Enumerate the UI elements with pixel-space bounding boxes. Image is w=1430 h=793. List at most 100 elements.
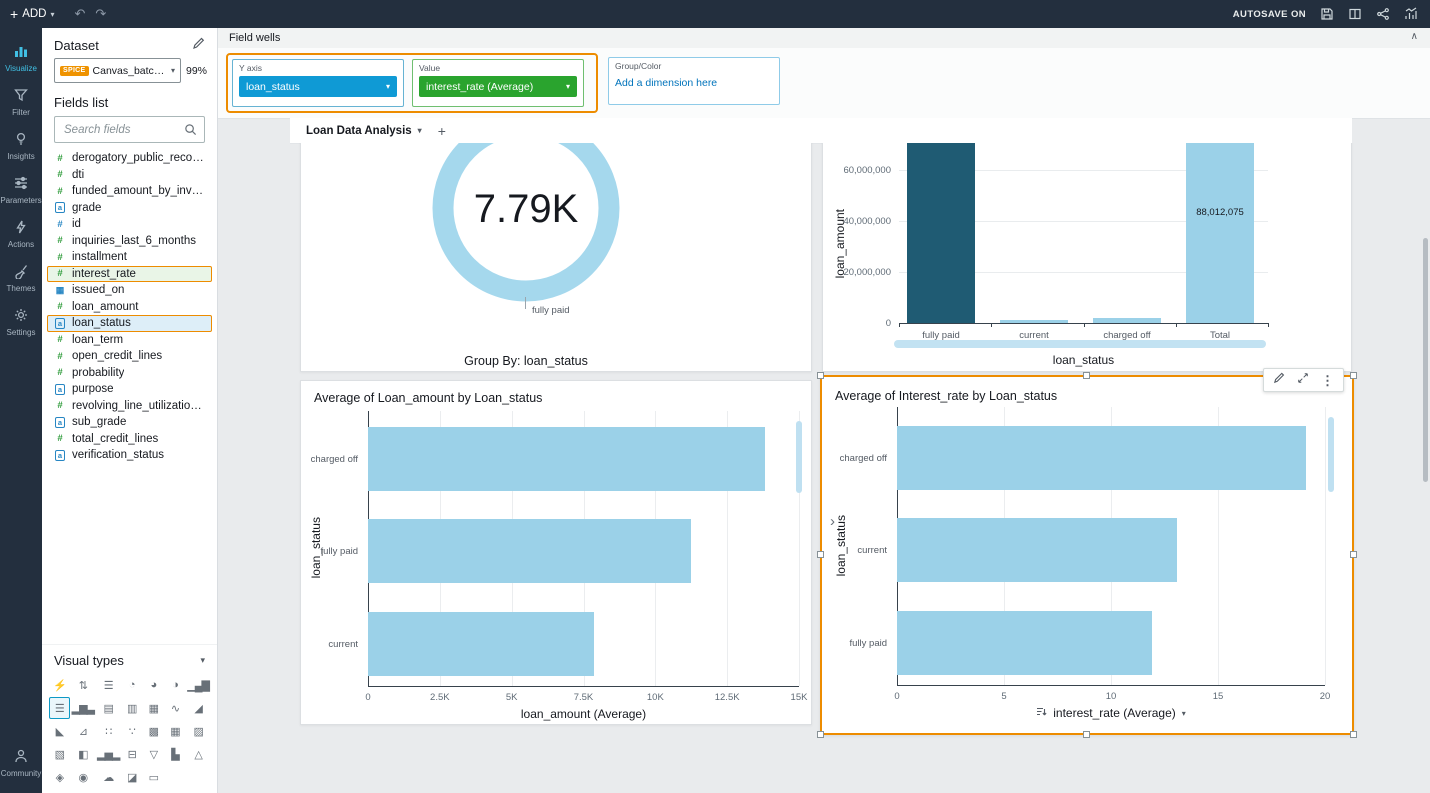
visual-type-icon[interactable]: ▧ xyxy=(49,743,70,765)
visual-type-icon[interactable]: ☰ xyxy=(49,697,70,719)
value-well[interactable]: Value interest_rate (Average) ▾ xyxy=(412,59,584,107)
undo-button[interactable]: ↶ xyxy=(74,6,86,21)
resize-handle[interactable] xyxy=(1083,372,1090,379)
field-item[interactable]: verification_status xyxy=(47,447,212,464)
bar-fully-paid[interactable] xyxy=(368,519,692,583)
resize-handle[interactable] xyxy=(1350,551,1357,558)
bar-fully-paid[interactable] xyxy=(907,143,975,323)
field-item[interactable]: loan_term xyxy=(47,332,212,349)
field-item[interactable]: id xyxy=(47,216,212,233)
bar-charged-off[interactable] xyxy=(368,427,765,491)
maximize-icon[interactable] xyxy=(1297,371,1309,389)
redo-button[interactable]: ↷ xyxy=(95,6,107,21)
bar-charged-off[interactable] xyxy=(897,426,1306,490)
field-item[interactable]: grade xyxy=(47,200,212,217)
chevron-down-icon[interactable]: ▾ xyxy=(417,126,422,135)
group-color-well[interactable]: Group/Color Add a dimension here xyxy=(608,57,780,105)
vertical-scrollbar[interactable] xyxy=(1423,238,1428,482)
edit-dataset-pencil-icon[interactable] xyxy=(192,37,205,53)
y-axis-zoom-scrollbar[interactable] xyxy=(796,421,802,493)
bar-charged-off[interactable] xyxy=(1093,318,1161,323)
field-item[interactable]: revolving_line_utilization_rate xyxy=(47,398,212,415)
resize-handle[interactable] xyxy=(817,731,824,738)
field-item[interactable]: open_credit_lines xyxy=(47,348,212,365)
search-fields-input[interactable] xyxy=(62,122,184,137)
visual-type-icon[interactable]: ▁▄▇ xyxy=(186,674,210,696)
bar-Total[interactable] xyxy=(1186,143,1254,323)
visual-type-icon[interactable]: ∵ xyxy=(121,720,142,742)
visual-type-icon[interactable]: ◣ xyxy=(49,720,70,742)
visual-type-icon[interactable]: ▦ xyxy=(165,720,186,742)
visual-type-icon[interactable]: ☰ xyxy=(96,674,120,696)
field-item[interactable]: inquiries_last_6_months xyxy=(47,233,212,250)
bar-current[interactable] xyxy=(368,612,594,676)
field-item[interactable]: probability xyxy=(47,365,212,382)
visual-type-icon[interactable]: ▦ xyxy=(143,697,164,719)
chevron-down-icon[interactable]: ▾ xyxy=(1181,708,1186,718)
tab-loan-data-analysis[interactable]: Loan Data Analysis ▾ xyxy=(290,125,432,137)
preview-icon[interactable] xyxy=(1348,7,1362,21)
visual-type-icon[interactable]: ☁ xyxy=(96,766,120,788)
resize-handle[interactable] xyxy=(1350,372,1357,379)
rail-item-community[interactable]: Community xyxy=(0,741,42,785)
search-fields-box[interactable] xyxy=(54,116,205,143)
rail-item-themes[interactable]: Themes xyxy=(0,256,42,300)
rail-item-insights[interactable]: Insights xyxy=(0,124,42,168)
field-item[interactable]: installment xyxy=(47,249,212,266)
field-item[interactable]: loan_amount xyxy=(47,299,212,316)
visual-type-icon[interactable]: ▂▆▃ xyxy=(71,697,95,719)
visual-type-icon[interactable]: ▂▅▂ xyxy=(96,743,120,765)
x-axis-title[interactable]: loan_amount (Average) xyxy=(520,707,647,721)
visual-type-icon[interactable]: ◈ xyxy=(49,766,70,788)
field-item[interactable]: purpose xyxy=(47,381,212,398)
visual-type-icon[interactable]: ◕ xyxy=(143,674,164,696)
field-item[interactable]: interest_rate xyxy=(47,265,212,282)
share-icon[interactable] xyxy=(1376,7,1390,21)
resize-handle[interactable] xyxy=(1350,731,1357,738)
visual-type-icon[interactable]: ⊿ xyxy=(71,720,95,742)
edit-pencil-icon[interactable] xyxy=(1273,371,1285,389)
rail-item-actions[interactable]: Actions xyxy=(0,212,42,256)
y-axis-zoom-scrollbar[interactable] xyxy=(1328,417,1334,492)
group-by-footer[interactable]: Group By: loan_status xyxy=(464,354,588,368)
value-field-pill[interactable]: interest_rate (Average) ▾ xyxy=(419,76,577,97)
visual-type-icon[interactable]: ▤ xyxy=(96,697,120,719)
visual-type-icon[interactable]: ⊟ xyxy=(121,743,142,765)
menu-kebab-icon[interactable]: ⋮ xyxy=(1321,372,1334,388)
visual-type-icon[interactable]: ◑ xyxy=(165,674,186,696)
add-sheet-button[interactable]: + xyxy=(437,122,446,139)
field-item[interactable]: funded_amount_by_investors xyxy=(47,183,212,200)
visual-type-icon[interactable]: ◔ xyxy=(121,674,142,696)
visual-type-icon[interactable]: ▩ xyxy=(143,720,164,742)
rail-item-settings[interactable]: Settings xyxy=(0,300,42,344)
x-axis-zoom-scrollbar[interactable] xyxy=(894,340,1266,348)
visual-type-icon[interactable]: ∷ xyxy=(96,720,120,742)
visual-type-icon[interactable]: ⚡ xyxy=(49,674,70,696)
chevron-down-icon[interactable]: ▾ xyxy=(200,655,205,665)
field-wells-header[interactable]: Field wells ∧ xyxy=(217,28,1430,49)
donut-ring[interactable] xyxy=(431,143,621,303)
resize-handle[interactable] xyxy=(817,372,824,379)
add-dimension-link[interactable]: Add a dimension here xyxy=(615,77,718,89)
field-item[interactable]: loan_status xyxy=(47,315,212,332)
visual-type-icon[interactable]: ⇅ xyxy=(71,674,95,696)
sort-descending-icon[interactable] xyxy=(1036,706,1047,720)
visual-type-icon[interactable]: ◢ xyxy=(186,697,210,719)
bar-current[interactable] xyxy=(1000,319,1068,323)
visual-type-icon[interactable]: ◧ xyxy=(71,743,95,765)
visual-avg-loan-amount-by-status[interactable]: Average of Loan_amount by Loan_status lo… xyxy=(300,380,812,725)
save-icon[interactable] xyxy=(1320,7,1334,21)
expand-chevron-icon[interactable]: › xyxy=(830,513,835,530)
rail-item-filter[interactable]: Filter xyxy=(0,80,42,124)
y-axis-well[interactable]: Y axis loan_status ▾ xyxy=(232,59,404,107)
field-item[interactable]: issued_on xyxy=(47,282,212,299)
rail-item-visualize[interactable]: Visualize xyxy=(0,36,42,80)
field-item[interactable]: derogatory_public_records xyxy=(47,150,212,167)
visual-type-icon[interactable]: △ xyxy=(186,743,210,765)
bar-fully-paid[interactable] xyxy=(897,611,1152,675)
add-button[interactable]: + ADD ▾ xyxy=(10,7,54,21)
visual-donut-loan-status[interactable]: 7.79K fully paid Group By: loan_status xyxy=(300,143,812,372)
x-axis-title-row[interactable]: interest_rate (Average) ▾ xyxy=(897,706,1325,720)
field-item[interactable]: total_credit_lines xyxy=(47,431,212,448)
collapse-chevron-up-icon[interactable]: ∧ xyxy=(1410,31,1418,42)
